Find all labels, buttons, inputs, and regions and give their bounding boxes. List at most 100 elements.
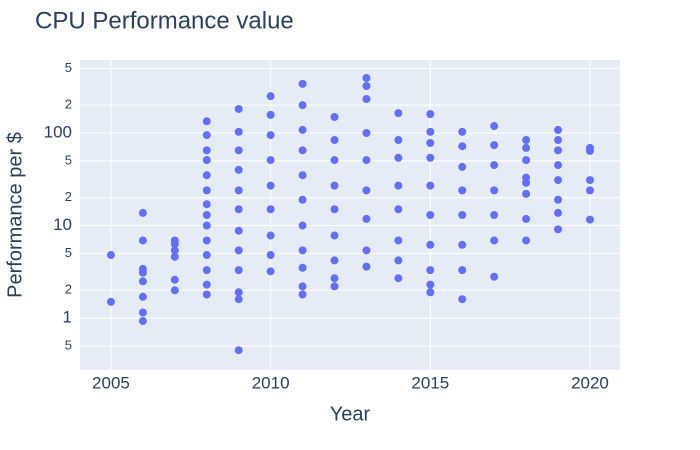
point [266,231,275,240]
point [554,225,563,234]
point [362,214,371,223]
point [490,236,499,245]
point [138,268,147,277]
y-tick-label: 2 [65,189,72,204]
point [362,95,371,104]
point [266,110,275,119]
y-tick-label: 5 [65,337,72,352]
point [266,251,275,260]
point [330,156,339,165]
point [490,272,499,281]
point [585,176,594,185]
point [522,236,531,245]
point [362,82,371,91]
point [138,208,147,217]
point [585,146,594,155]
point [362,156,371,165]
point [585,215,594,224]
point [234,127,243,136]
point [330,136,339,145]
point [458,186,467,195]
point [106,251,115,260]
point [522,214,531,223]
point [266,156,275,165]
y-axis-label: Performance per $ [4,132,26,298]
point [394,109,403,118]
point [298,290,307,299]
chart-title: CPU Performance value [35,7,294,34]
point [490,186,499,195]
point [522,156,531,165]
x-axis-label: Year [330,403,371,425]
point [426,127,435,136]
point [362,73,371,82]
point [426,181,435,190]
point [330,231,339,240]
point [170,286,179,295]
point [234,246,243,255]
point [202,211,211,220]
point [202,171,211,180]
point [170,246,179,255]
point [202,251,211,260]
point [234,226,243,235]
point [202,200,211,209]
point [234,346,243,355]
point [522,143,531,152]
y-tick-label: 5 [65,60,72,75]
point [266,92,275,101]
point [490,161,499,170]
point [202,146,211,155]
point [490,122,499,131]
point [138,236,147,245]
point [234,165,243,174]
plot-area [80,60,620,370]
point [202,290,211,299]
y-tick-label: 10 [53,215,72,234]
point [234,288,243,297]
point [234,146,243,155]
point [266,205,275,214]
point [554,136,563,145]
point [266,181,275,190]
point [394,256,403,265]
point [138,277,147,286]
point [330,274,339,283]
point [234,104,243,113]
point [234,186,243,195]
point [298,282,307,291]
point [234,266,243,275]
point [394,181,403,190]
point [426,153,435,162]
point [458,127,467,136]
point [202,236,211,245]
point [426,288,435,297]
y-tick-label: 2 [65,97,72,112]
point [298,171,307,180]
point [330,112,339,121]
point [426,211,435,220]
x-tick-label: 2020 [571,373,609,392]
point [298,221,307,230]
y-tick-label: 5 [65,152,72,167]
point [298,79,307,88]
point [266,131,275,140]
y-tick-label: 100 [44,122,72,141]
point [554,208,563,217]
point [490,211,499,220]
point [330,205,339,214]
point [234,205,243,214]
point [362,262,371,271]
point [585,186,594,195]
x-tick-label: 2005 [92,373,130,392]
point [490,141,499,150]
point [394,153,403,162]
point [394,236,403,245]
y-tick-label: 2 [65,282,72,297]
point [170,240,179,249]
point [554,146,563,155]
point [458,295,467,304]
point [394,205,403,214]
x-tick-label: 2015 [411,373,449,392]
